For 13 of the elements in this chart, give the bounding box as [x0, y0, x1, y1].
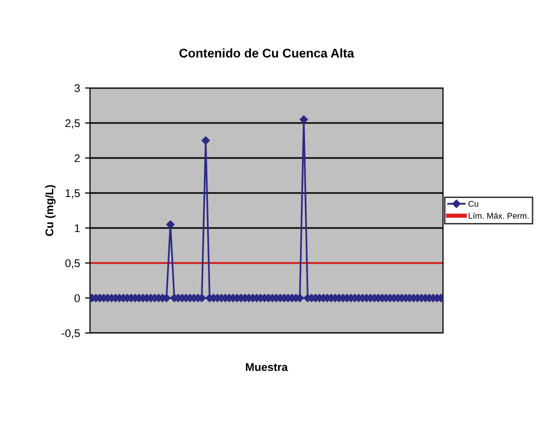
- y-axis-title: Cu (mg/L): [45, 185, 56, 236]
- y-tick-label: 1: [74, 224, 80, 232]
- y-tick-label: 3: [74, 84, 80, 92]
- y-tick-label: 2: [74, 154, 80, 162]
- y-tick-label: 0,5: [65, 259, 80, 268]
- chart-title: Contenido de Cu Cuenca Alta: [179, 48, 354, 58]
- y-tick-label: 2,5: [65, 119, 80, 128]
- x-axis-title: Muestra: [246, 363, 288, 372]
- y-tick-label: 0: [74, 294, 80, 302]
- y-tick-label: -0,5: [62, 329, 80, 338]
- legend-label: Lím. Máx. Perm.: [468, 212, 528, 219]
- y-tick-label: 1,5: [66, 189, 80, 198]
- legend-label: Cu: [468, 200, 478, 207]
